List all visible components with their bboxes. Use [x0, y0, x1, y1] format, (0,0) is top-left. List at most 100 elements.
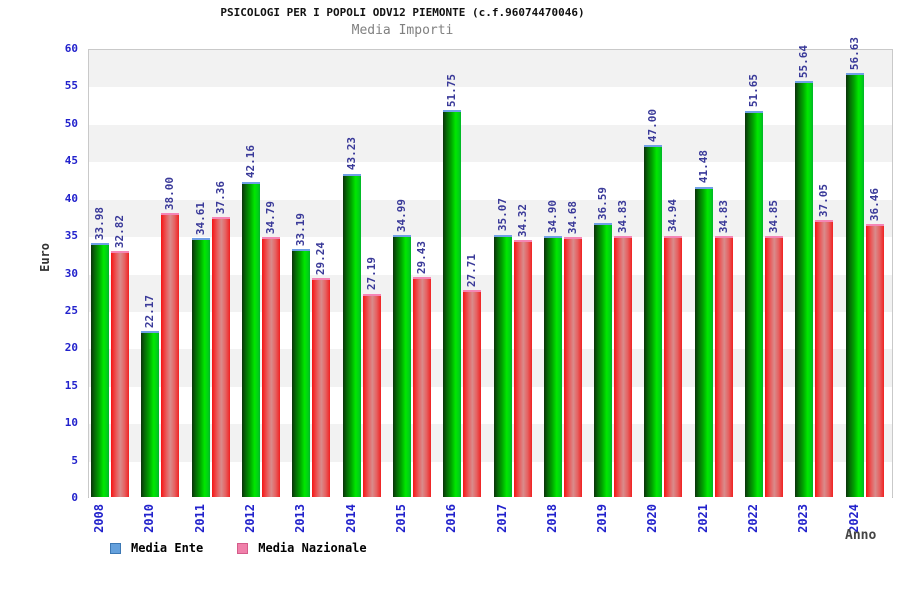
bar-value-label: 34.32	[515, 204, 529, 238]
bar-media-nazionale	[614, 236, 633, 497]
bar-media-ente	[845, 73, 864, 497]
bar-value-label: 55.64	[797, 44, 811, 78]
x-tick-label: 2008	[92, 504, 106, 533]
y-tick-label: 15	[64, 378, 78, 392]
bar-media-ente	[644, 145, 663, 497]
legend-item-media-ente: Media Ente	[110, 541, 203, 555]
bar-value-label: 34.61	[193, 201, 207, 236]
x-tick-label: 2015	[393, 504, 408, 533]
bar-media-nazionale	[765, 236, 784, 497]
bar-media-ente	[342, 173, 361, 497]
bar-media-ente	[745, 110, 764, 497]
x-tick-label: 2014	[343, 504, 358, 533]
bar-media-ente	[443, 109, 462, 497]
y-tick-label: 25	[64, 303, 78, 317]
bar-media-ente	[594, 223, 613, 497]
x-axis-title: Anno	[845, 528, 877, 543]
bar-media-nazionale	[563, 237, 582, 497]
x-tick-label: 2022	[746, 504, 761, 533]
media-nazionale-swatch	[237, 542, 249, 554]
bar-value-label: 37.36	[213, 181, 227, 215]
plot-area: 33.98 32.82 22.17 38.00 34.61 37.36 42.16 34.79…	[88, 37, 893, 499]
bar-value-label: 35.07	[495, 198, 509, 232]
bar-media-ente	[795, 80, 814, 497]
bar-value-label: 47.00	[646, 109, 660, 143]
bar-value-label: 27.19	[364, 257, 378, 291]
legend: Media Ente Media Nazionale	[110, 541, 393, 555]
bar-value-label: 22.17	[143, 294, 157, 329]
bar-value-label: 34.99	[394, 199, 408, 233]
bar-value-label: 37.05	[817, 183, 831, 217]
plot-band	[89, 162, 892, 200]
bar-value-label: 29.24	[314, 242, 328, 276]
bar-value-label: 29.43	[414, 240, 428, 274]
x-tick-label: 2017	[494, 504, 509, 533]
bar-media-ente	[91, 242, 109, 497]
bar-value-label: 34.85	[767, 200, 781, 234]
x-tick-label: 2019	[595, 504, 610, 533]
chart-subtitle: Media Importi	[351, 23, 454, 38]
bar-value-label: 56.63	[847, 37, 861, 71]
bar-value-label: 34.90	[545, 199, 559, 233]
plot-band	[89, 50, 892, 88]
y-tick-label: 55	[64, 79, 78, 93]
bar-value-label: 32.82	[113, 215, 126, 249]
bar-value-label: 36.46	[867, 188, 881, 222]
bar-value-label: 34.94	[666, 199, 680, 233]
bar-media-nazionale	[412, 276, 431, 497]
bar-value-label: 33.19	[294, 212, 308, 246]
x-tick-label: 2012	[242, 504, 257, 533]
bar-value-label: 34.83	[616, 200, 630, 234]
bar-value-label: 41.48	[696, 150, 710, 184]
bar-media-ente	[392, 235, 411, 497]
bar-media-ente	[292, 248, 311, 497]
plot-band	[89, 124, 892, 163]
bar-media-nazionale	[513, 240, 532, 497]
bar-media-ente	[493, 234, 512, 497]
x-tick-label: 2011	[192, 504, 207, 533]
x-tick-label: 2013	[293, 504, 308, 533]
bar-media-nazionale	[362, 293, 381, 497]
legend-label-media-nazionale: Media Nazionale	[258, 541, 367, 555]
y-tick-label: 50	[64, 116, 78, 130]
y-tick-label: 60	[64, 42, 78, 55]
x-tick-label: 2016	[444, 504, 459, 533]
legend-label-media-ente: Media Ente	[131, 541, 204, 555]
bar-media-nazionale	[211, 217, 230, 497]
bar-value-label: 38.00	[163, 176, 177, 210]
plot-band	[89, 87, 892, 125]
bar-value-label: 51.75	[445, 73, 459, 107]
x-tick-label: 2023	[796, 504, 811, 533]
y-tick-label: 10	[64, 416, 78, 430]
bar-media-ente	[191, 238, 210, 497]
bar-media-nazionale	[261, 236, 280, 497]
bar-value-label: 34.83	[716, 200, 730, 234]
bar-media-nazionale	[312, 278, 331, 497]
y-tick-label: 5	[71, 453, 78, 467]
bar-value-label: 33.98	[93, 206, 106, 240]
bar-value-label: 36.59	[596, 187, 610, 221]
x-tick-label: 2018	[544, 504, 559, 533]
y-tick-label: 35	[64, 229, 78, 243]
bar-value-label: 51.65	[747, 74, 761, 108]
bar-media-nazionale	[865, 224, 884, 497]
bar-media-nazionale	[815, 219, 834, 497]
bar-media-nazionale	[463, 289, 482, 497]
bar-media-nazionale	[161, 212, 180, 497]
bar-media-nazionale	[111, 251, 129, 497]
bar-value-label: 34.79	[263, 200, 277, 234]
y-tick-label: 20	[64, 341, 78, 355]
legend-item-media-nazionale: Media Nazionale	[237, 541, 367, 555]
x-tick-label: 2021	[695, 504, 710, 533]
media-ente-swatch	[110, 542, 121, 554]
bar-value-label: 42.16	[243, 145, 257, 179]
bar-media-nazionale	[714, 236, 733, 497]
bar-media-ente	[241, 181, 260, 497]
y-tick-label: 45	[64, 154, 78, 168]
x-tick-label: 2010	[142, 504, 157, 533]
bar-value-label: 27.71	[465, 253, 479, 287]
y-tick-label: 40	[64, 191, 78, 205]
bar-value-label: 34.68	[565, 201, 579, 235]
x-tick-label: 2020	[645, 504, 660, 533]
